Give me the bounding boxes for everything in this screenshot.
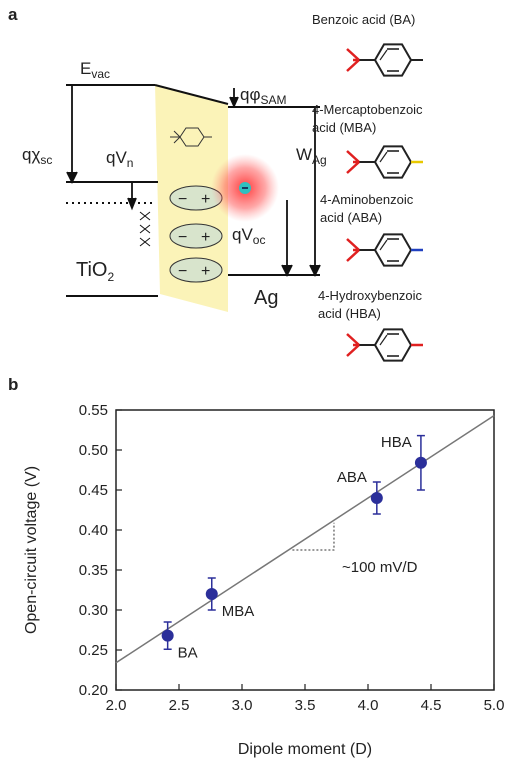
y-tick-label: 0.20 (79, 682, 108, 699)
x-tick-label: 3.0 (232, 697, 253, 714)
molecules (345, 43, 423, 362)
y-tick-label: 0.35 (79, 562, 108, 579)
svg-text:−: − (178, 191, 187, 208)
point (161, 629, 174, 642)
panel-label: b (8, 375, 18, 394)
svg-text:−: − (178, 229, 187, 246)
molecule-name: 4-Aminobenzoic (320, 192, 414, 207)
fit-line (115, 414, 495, 664)
x-tick-label: 4.5 (421, 697, 442, 714)
molecule-name: acid (MBA) (312, 120, 376, 135)
molecule-name: acid (HBA) (318, 306, 381, 321)
panel-b: b Dipole moment (D) Open-circuit voltage… (8, 375, 504, 758)
svg-text:−: − (178, 263, 187, 280)
x-axis-label: Dipole moment (D) (238, 741, 372, 758)
x-tick-label: 4.0 (358, 697, 379, 714)
x-tick-label: 3.5 (295, 697, 316, 714)
q-phi-sam: qφSAM (240, 85, 287, 107)
x-tick-label: 2.0 (106, 697, 127, 714)
slope-marker (292, 522, 335, 551)
y-tick-label: 0.55 (79, 402, 108, 419)
molecule-name: Benzoic acid (BA) (312, 12, 415, 27)
tio2: TiO2 (76, 259, 114, 284)
e-vac: Evac (80, 59, 110, 81)
point-label: ABA (337, 469, 367, 486)
dipoles: − + − + − + (169, 127, 223, 283)
svg-text:+: + (201, 263, 210, 280)
molecule-name: 4-Hydroxybenzoic (318, 288, 423, 303)
point (205, 588, 218, 600)
ag: Ag (254, 287, 278, 309)
point (414, 456, 427, 469)
x-tick-label: 2.5 (169, 697, 190, 714)
w-ag: WAg (296, 145, 327, 167)
y-tick-label: 0.45 (79, 482, 108, 499)
arrows (66, 86, 321, 278)
q-v-n: qVn (106, 148, 133, 170)
svg-text:+: + (201, 229, 210, 246)
molecule-names: Benzoic acid (BA) 4-Mercaptobenzoic acid… (312, 12, 423, 321)
point-label: MBA (222, 603, 255, 620)
y-tick-label: 0.50 (79, 442, 108, 459)
molecule-name: acid (ABA) (320, 210, 382, 225)
molecule-name: 4-Mercaptobenzoic (312, 102, 423, 117)
annotation: ~100 mV/D (342, 559, 418, 576)
panel-a: a − + − + − + (8, 5, 423, 362)
y-tick-label: 0.40 (79, 522, 108, 539)
energy-levels (66, 84, 320, 297)
svg-text:+: + (201, 191, 210, 208)
point-label: HBA (381, 434, 412, 451)
x-tick-label: 5.0 (484, 697, 505, 714)
y-axis-label: Open-circuit voltage (V) (23, 466, 40, 634)
q-v-oc: qVoc (232, 225, 265, 247)
point-label: BA (178, 645, 198, 662)
q-chi-sc: qχsc (22, 145, 52, 167)
y-tick-label: 0.30 (79, 602, 108, 619)
panel-label: a (8, 5, 18, 24)
point (370, 492, 383, 504)
y-tick-label: 0.25 (79, 642, 108, 659)
